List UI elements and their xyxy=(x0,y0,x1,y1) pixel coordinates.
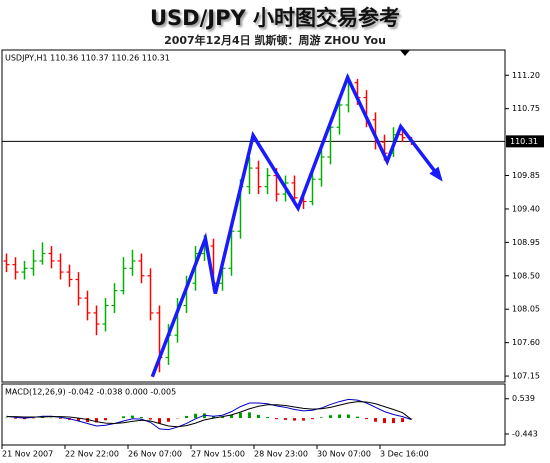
x-tick-label: 30 Nov 07:00 xyxy=(317,450,371,459)
price-panel xyxy=(1,49,506,383)
y-tick-label: 109.85 xyxy=(512,171,540,180)
shift-marker xyxy=(400,50,410,56)
macd-label: MACD(12,26,9) -0.042 -0.038 0.000 -0.005 xyxy=(5,388,176,397)
x-tick-label: 27 Nov 15:00 xyxy=(191,450,245,459)
arrow-head xyxy=(429,166,443,182)
macd-line xyxy=(6,398,412,431)
y-tick-label: 108.50 xyxy=(512,271,540,280)
y-tick-label: 0.539 xyxy=(512,394,535,403)
macd-panel xyxy=(1,383,506,446)
y-tick-label: -0.443 xyxy=(512,429,538,438)
x-tick-label: 22 Nov 22:00 xyxy=(65,450,119,459)
y-tick-label: 108.05 xyxy=(512,305,540,314)
x-tick-label: 3 Dec 16:00 xyxy=(380,450,429,459)
x-tick-label: 26 Nov 07:00 xyxy=(128,450,182,459)
price-label: USDJPY,H1 110.36 110.37 110.26 110.31 xyxy=(5,54,170,63)
y-tick-label: 111.20 xyxy=(512,71,540,80)
y-tick-label: 107.15 xyxy=(512,372,540,381)
last-price-label: 110.31 xyxy=(510,137,538,146)
subtitle: 2007年12月4日 凯斯顿：周游 ZHOU You xyxy=(164,34,386,47)
x-tick-label: 21 Nov 2007 xyxy=(2,450,53,459)
y-tick-label: 107.60 xyxy=(512,338,540,347)
y-tick-label: 108.95 xyxy=(512,238,540,247)
zigzag-annotation xyxy=(150,73,442,378)
x-tick-label: 28 Nov 23:00 xyxy=(254,450,308,459)
y-tick-label: 109.40 xyxy=(512,204,540,213)
signal-line xyxy=(6,401,412,428)
title: USD/JPY 小时图交易参考 xyxy=(150,6,400,30)
y-tick-label: 110.75 xyxy=(512,104,540,113)
last-price-box xyxy=(506,135,544,148)
